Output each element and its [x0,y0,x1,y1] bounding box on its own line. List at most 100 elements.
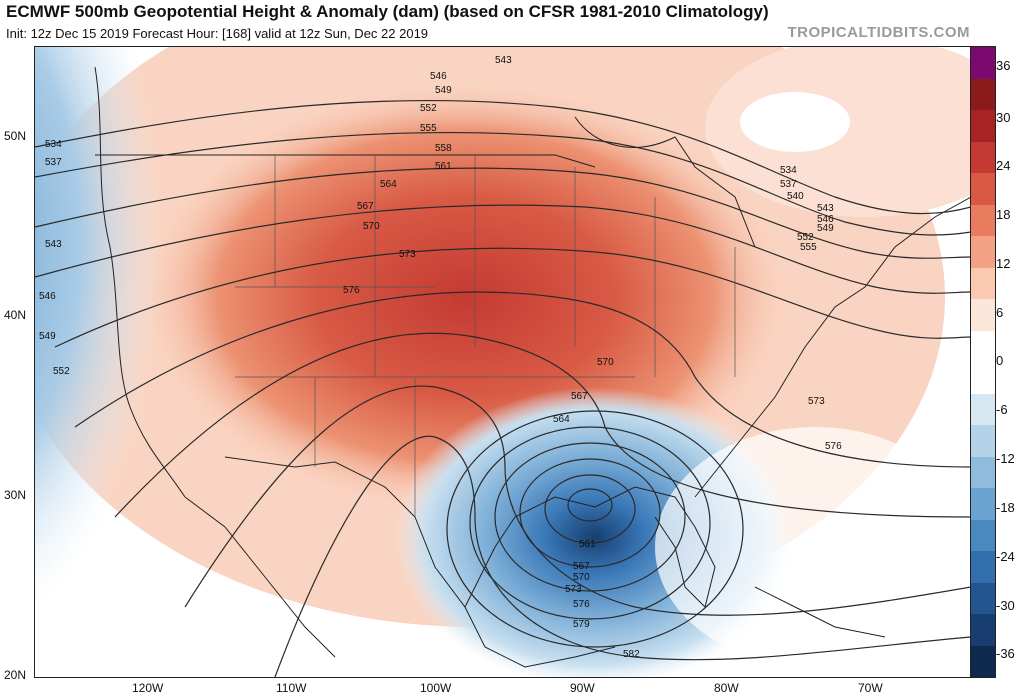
colorbar-tick: -24 [996,549,1015,564]
lat-label: 50N [4,129,27,143]
mexico-coast [184,496,336,658]
colorbar-tick: -36 [996,646,1015,661]
colorbar-segment [971,47,995,79]
colorbar-segment [971,614,995,646]
contour-label: 555 [800,242,817,253]
lat-label: 30N [4,488,27,502]
state-borders [235,155,736,517]
gulf-coast [514,486,716,608]
contour-label: 552 [797,232,814,243]
contour-label: 537 [780,179,797,190]
colorbar-segment [971,141,995,173]
contour-label: 534 [780,165,797,176]
lon-label: 70W [858,681,883,695]
contour-label: 567 [571,391,588,402]
contour-label: 576 [825,441,842,452]
contour-label: 543 [45,239,62,250]
lon-label: 80W [714,681,739,695]
contour-label: 552 [420,103,437,114]
contour-label: 561 [579,539,596,550]
colorbar-segment [971,267,995,299]
colorbar-tick: -6 [996,402,1008,417]
colorbar-segment [971,425,995,457]
map-title: ECMWF 500mb Geopotential Height & Anomal… [6,2,769,21]
yucatan-coast [464,606,616,668]
great-lakes-region [574,116,756,248]
contour-label: 573 [399,249,416,260]
colorbar-tick: 24 [996,158,1011,173]
low-center-contours [446,410,744,648]
west-coast [94,66,186,498]
contour-label: 567 [573,561,590,572]
contour-label: 555 [420,123,437,134]
map-canvas: 534 537 543 546 549 552 543 546 549 552 … [35,47,971,677]
colorbar-segment [971,488,995,520]
contour-label: 534 [45,139,62,150]
west-negative-anomaly [35,47,265,637]
colorbar-segment [971,362,995,394]
contour-label: 549 [39,331,56,342]
colorbar-tick: 36 [996,58,1011,73]
colorbar-tick: -18 [996,500,1015,515]
colorbar-tick: -30 [996,598,1015,613]
contour-label: 564 [553,414,570,425]
colorbar-segment [971,110,995,142]
contour-label: 549 [817,223,834,234]
contour-label: 558 [435,143,452,154]
map-subtitle: Init: 12z Dec 15 2019 Forecast Hour: [16… [6,26,429,41]
map-panel: 534 537 543 546 549 552 543 546 549 552 … [34,46,972,678]
colorbar-segment [971,204,995,236]
contour-label: 567 [357,201,374,212]
contour-label: 576 [343,285,360,296]
contour-label: 573 [808,396,825,407]
colorbar-tick: 6 [996,305,1004,320]
lat-label: 40N [4,308,27,322]
contour-label: 579 [573,619,590,630]
contour-label: 540 [787,191,804,202]
contour-label: 570 [573,572,590,583]
contour-label: 573 [565,584,582,595]
colorbar-segment [971,456,995,488]
northeast-neutral-patch [740,92,850,152]
lat-label: 20N [4,668,27,682]
atlantic-neutral [655,427,971,667]
colorbar-tick: 12 [996,256,1011,271]
colorbar-tick: 30 [996,110,1011,125]
contour-label: 582 [623,649,640,660]
contour-label: 546 [430,71,447,82]
contour-label: 564 [380,179,397,190]
colorbar-tick: 0 [996,353,1004,368]
contour-label: 570 [597,357,614,368]
anomaly-colorbar [970,46,996,678]
colorbar-tick: -12 [996,451,1015,466]
contour-label: 546 [817,214,834,225]
contour-label: 543 [495,55,512,66]
contour-label: 570 [363,221,380,232]
contour-label: 552 [53,366,70,377]
colorbar-segment [971,645,995,677]
colorbar-segment [971,393,995,425]
lon-label: 90W [570,681,595,695]
colorbar-segment [971,236,995,268]
colorbar-segment [971,330,995,362]
contour-label: 561 [435,161,452,172]
colorbar-segment [971,519,995,551]
contour-label: 537 [45,157,62,168]
us-canada-border [95,154,596,168]
height-contours [35,99,971,677]
caribbean-islands [754,586,886,638]
colorbar-segment [971,582,995,614]
colorbar-segment [971,551,995,583]
contour-labels: 534 537 543 546 549 552 543 546 549 552 … [39,55,842,660]
lon-label: 110W [276,681,307,695]
contour-label: 549 [435,85,452,96]
lon-label: 100W [420,681,452,695]
lon-label: 120W [132,681,164,695]
colorbar-segment [971,173,995,205]
east-coast [694,196,971,498]
colorbar-segment [971,78,995,110]
contour-label: 576 [573,599,590,610]
contour-label: 546 [39,291,56,302]
colorbar-tick: 18 [996,207,1011,222]
contour-label: 543 [817,203,834,214]
